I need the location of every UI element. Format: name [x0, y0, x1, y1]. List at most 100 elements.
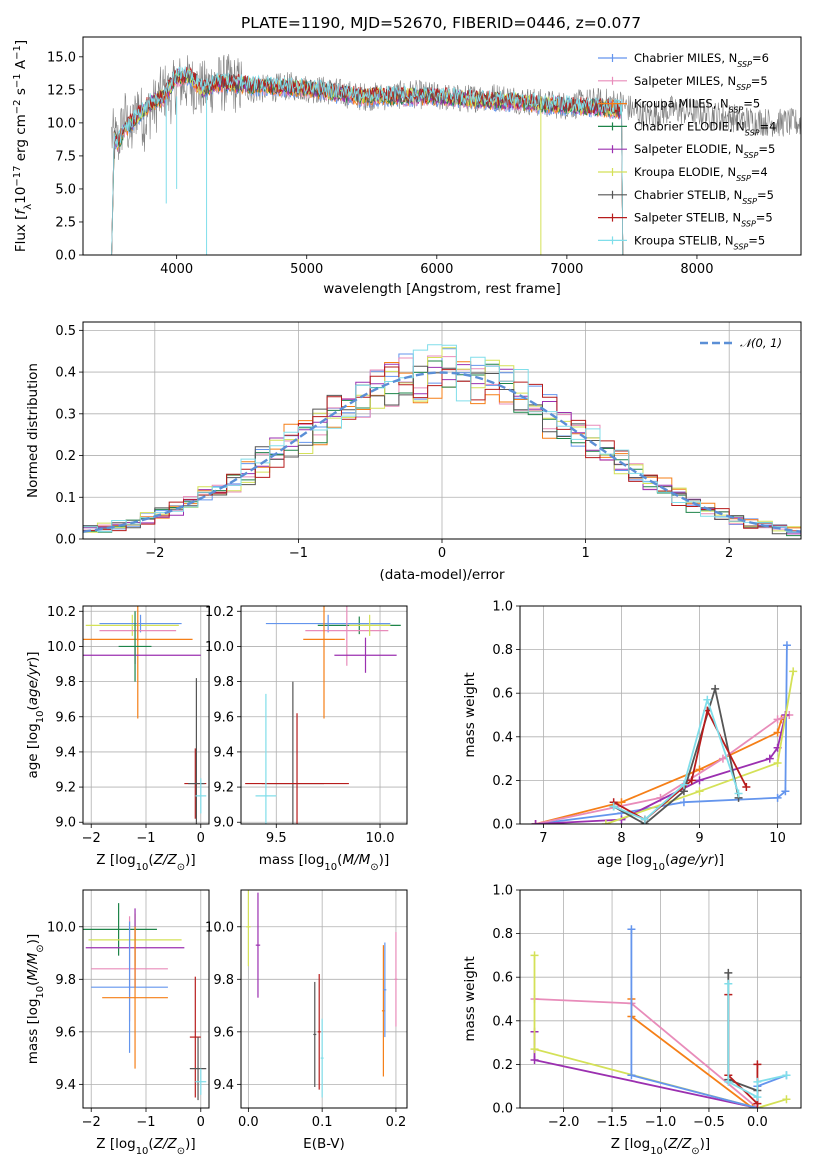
x-tick-label: 5000 [290, 262, 323, 277]
x-tick-label: 10.0 [366, 831, 395, 846]
weight-point [640, 815, 649, 824]
x-axis-label: (data-model)/error [379, 567, 505, 583]
axes-frame [240, 889, 408, 1109]
age_vs_Z-axes: −2 −1 0 9.0 9.2 9.4 9.6 9.8 10.0 10.2 [47, 605, 209, 846]
weight-point [531, 820, 540, 824]
histogram-step [83, 344, 801, 533]
axes-frame [240, 605, 408, 825]
weight-series-line [535, 714, 787, 824]
weight-point [530, 951, 539, 960]
plots-layer: 4000 5000 6000 7000 80000.02.55.07.510.012.5… [12, 36, 802, 1157]
y-tick-label: 0.3 [55, 407, 76, 422]
y-tick-label: 9.6 [213, 1025, 234, 1040]
y-axis-label: mass weight [462, 672, 478, 757]
spectrum-traces [111, 54, 801, 255]
legend-label: Kroupa ELODIE, NSSP=4 [634, 165, 768, 183]
mass_vs_EBV-errorbars [246, 890, 398, 1098]
weight-point [753, 1077, 762, 1086]
y-axis-label: Flux [fλ10−17 erg cm−2 s−1 A−1] [12, 40, 34, 252]
age_vs_mass-errorbars [245, 606, 401, 824]
weight-point [782, 641, 791, 650]
y-tick-label: 7.5 [55, 149, 76, 164]
weight-point [742, 782, 751, 791]
age_vs_mass-axes: 9.5 10.0 9.0 9.2 9.4 9.6 9.8 10.0 10.2 [205, 605, 407, 846]
spectrum-axes: 4000 5000 6000 7000 8000 0.0 2.5 5.0 7.5 10.0 12.5… [47, 50, 713, 277]
weight-point [530, 1045, 539, 1054]
y-tick-label: 9.0 [55, 816, 76, 831]
mass_vs_Z-axes: −2 −1 0 9.4 9.6 9.8 10.0 [47, 890, 209, 1130]
weight-point [773, 715, 782, 724]
axes-frame [82, 36, 802, 256]
weight-series-line [535, 714, 790, 824]
weight-point [773, 728, 782, 737]
weight-point [687, 776, 696, 785]
weight-series-line [630, 929, 787, 1108]
spectrum-legend: Chabrier MILES, NSSP=6 Salpeter MILES, NS… [598, 51, 776, 251]
weight-point [609, 802, 618, 811]
weight-point [679, 780, 688, 789]
weight-point [789, 667, 798, 676]
histogram-layer [83, 344, 801, 537]
y-tick-label: 9.8 [55, 675, 76, 690]
weight-point [765, 754, 774, 763]
y-tick-label: 0.2 [492, 1058, 513, 1073]
y-tick-label: 10.0 [47, 920, 76, 935]
y-tick-label: 0.2 [55, 449, 76, 464]
weight-point [627, 925, 636, 934]
y-tick-label: 9.8 [55, 973, 76, 988]
weight-series-line [534, 998, 758, 1108]
weight-point [703, 695, 712, 704]
x-tick-label: 0 [197, 831, 205, 846]
axes-frame [82, 889, 210, 1109]
y-tick-label: 9.2 [55, 781, 76, 796]
x-tick-label: 0 [438, 546, 446, 561]
weight-point [601, 820, 610, 824]
legend-label: Chabrier ELODIE, NSSP=4 [634, 119, 776, 137]
y-tick-label: 10.2 [205, 605, 234, 620]
x-axis-label: wavelength [Angstrom, rest frame] [323, 281, 561, 297]
y-axis-label: Normed distribution [25, 363, 41, 498]
y-tick-label: 9.0 [213, 816, 234, 831]
y-tick-label: 10.0 [47, 116, 76, 131]
x-tick-label: −1.0 [645, 1115, 677, 1130]
weight-point [753, 1060, 762, 1069]
y-tick-label: 10.0 [47, 640, 76, 655]
y-tick-label: 2.5 [55, 215, 76, 230]
y-tick-label: 0.0 [492, 1102, 513, 1117]
histogram-step [83, 347, 801, 533]
weight-series-line [533, 1031, 758, 1108]
massweight_vs_Z-lines [530, 925, 791, 1108]
y-tick-label: 9.6 [55, 710, 76, 725]
x-axis-label: Z [log10(Z/Z⊙)] [611, 1136, 710, 1157]
x-tick-label: 10 [769, 831, 786, 846]
y-tick-label: 10.0 [205, 920, 234, 935]
y-tick-label: 9.8 [213, 675, 234, 690]
model-spectrum-line [111, 66, 624, 255]
x-tick-label: 4000 [160, 262, 193, 277]
y-tick-label: 0.0 [55, 533, 76, 548]
x-tick-label: −2 [145, 546, 164, 561]
x-tick-label: −1 [136, 831, 155, 846]
legend-label: Salpeter MILES, NSSP=5 [634, 74, 768, 92]
y-tick-label: 0.4 [492, 1014, 513, 1029]
y-tick-label: 0.8 [492, 643, 513, 658]
y-tick-label: 0.0 [492, 818, 513, 833]
mass_vs_EBV-axes: 0.0 0.1 0.2 9.4 9.6 9.8 10.0 [205, 890, 407, 1130]
legend-label: Kroupa MILES, NSSP=5 [634, 97, 760, 115]
y-axis-label: age [log10(age/yr)] [25, 651, 46, 778]
y-tick-label: 9.4 [213, 1078, 234, 1093]
legend-label: Salpeter STELIB, NSSP=5 [634, 211, 773, 229]
y-tick-label: 1.0 [492, 884, 513, 899]
weight-point [718, 754, 727, 763]
y-tick-label: 9.2 [213, 781, 234, 796]
y-tick-label: 12.5 [47, 83, 76, 98]
y-axis-label: mass weight [462, 956, 478, 1041]
weight-point [695, 776, 704, 785]
weight-point [782, 1095, 791, 1104]
weight-point [679, 798, 688, 807]
y-tick-label: 1.0 [492, 600, 513, 615]
x-tick-label: 0.2 [386, 1115, 407, 1130]
weight-series-line [727, 972, 758, 1092]
weight-point [627, 1071, 636, 1080]
histogram-step [83, 366, 801, 532]
